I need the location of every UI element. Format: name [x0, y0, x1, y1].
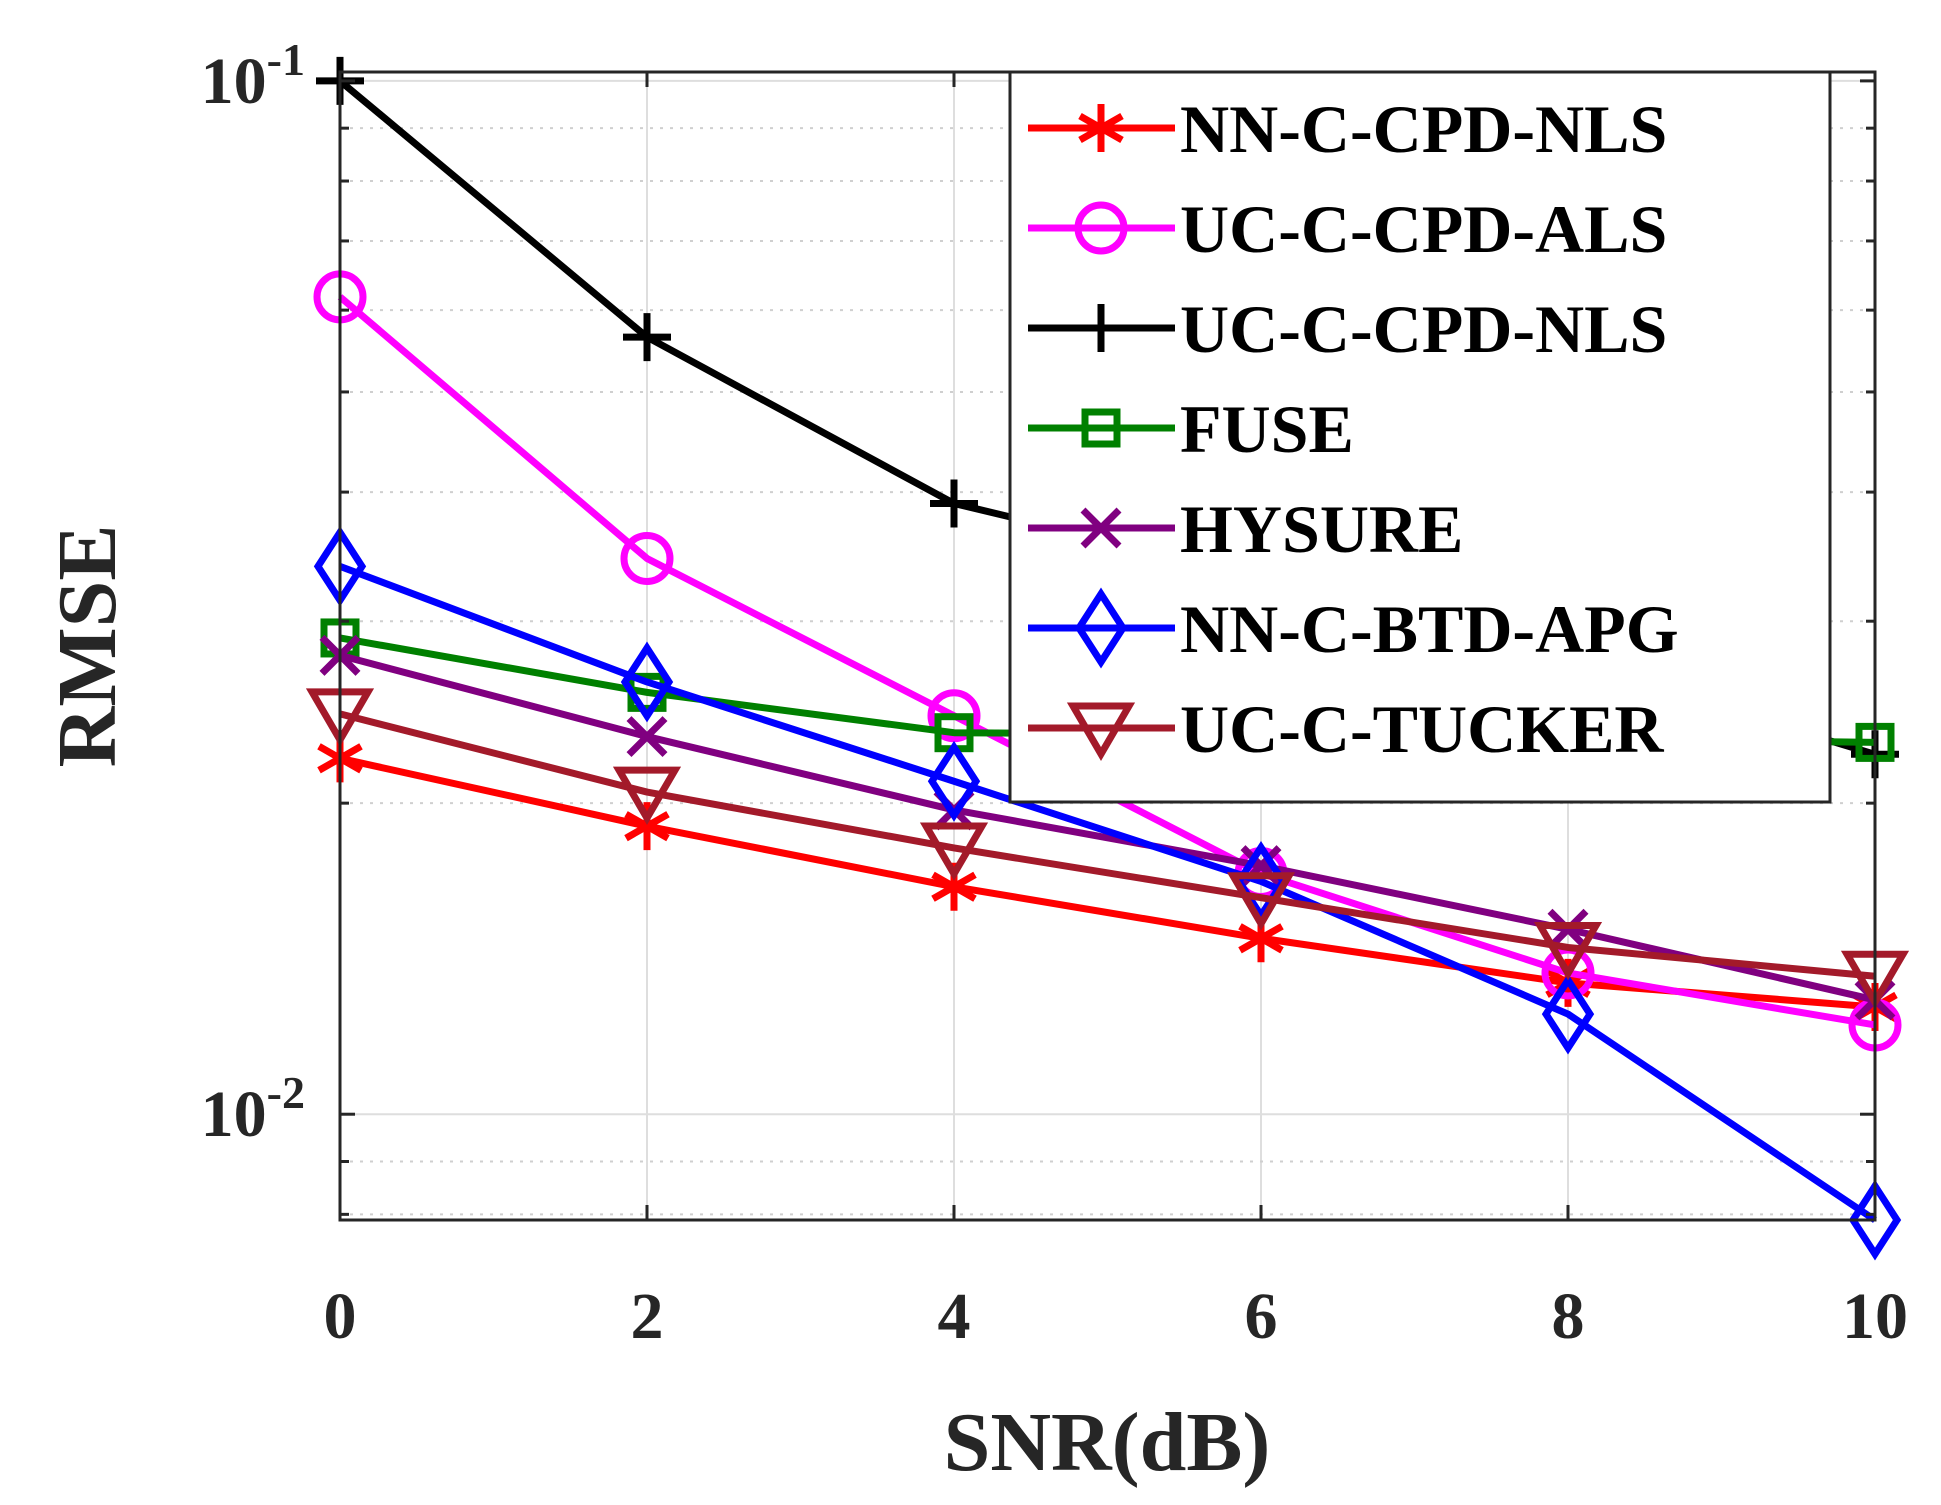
legend: NN-C-CPD-NLS UC-C-CPD-ALS UC-C-CPD-NLS FUSE…: [1008, 70, 1832, 804]
data-point-marker: [919, 822, 989, 881]
data-point-marker: [927, 740, 981, 822]
legend-item: UC-C-TUCKER: [1028, 691, 1664, 767]
x-tick-label: 4: [938, 1280, 971, 1353]
data-point-marker: [1848, 1179, 1902, 1261]
legend-label: FUSE: [1180, 391, 1354, 467]
x-tick-label: 0: [324, 1280, 357, 1353]
legend-box: [1008, 70, 1832, 804]
y-tick-label: 10-2: [201, 1067, 305, 1151]
legend-item: FUSE: [1028, 391, 1354, 467]
legend-item: NN-C-CPD-NLS: [1028, 91, 1667, 167]
legend-item: HYSURE: [1028, 491, 1463, 567]
legend-marker: [1080, 507, 1122, 549]
legend-label: UC-C-TUCKER: [1180, 691, 1664, 767]
data-point-marker: [620, 641, 674, 723]
legend-marker: [1077, 304, 1125, 352]
series-nn-c-btd-apg: [313, 525, 1902, 1261]
data-point-marker: [1533, 921, 1603, 981]
data-point-marker: [623, 313, 671, 362]
legend-item: UC-C-CPD-NLS: [1028, 291, 1667, 367]
legend-label: UC-C-CPD-ALS: [1180, 191, 1667, 267]
data-point-marker: [1541, 973, 1595, 1055]
x-tick-label: 8: [1552, 1280, 1585, 1353]
legend-marker: [1081, 408, 1121, 448]
legend-marker: [1078, 104, 1124, 152]
data-point-marker: [1547, 908, 1589, 950]
legend-marker: [1066, 702, 1136, 761]
legend-label: NN-C-BTD-APG: [1180, 591, 1679, 667]
data-point-marker: [1226, 872, 1296, 931]
y-axis-title: RMSE: [41, 525, 134, 768]
series-line: [339, 651, 1876, 1004]
legend-label: HYSURE: [1180, 491, 1463, 567]
legend-label: UC-C-CPD-NLS: [1180, 291, 1667, 367]
legend-item: NN-C-BTD-APG: [1028, 587, 1679, 669]
legend-marker: [1074, 201, 1128, 255]
legend-marker: [1074, 587, 1128, 669]
x-axis-title: SNR(dB): [944, 1396, 1271, 1489]
axes: 0 2 4 6 8 10 10-1 10-2: [201, 34, 1908, 1353]
series-uc-c-tucker: [305, 688, 1910, 1010]
data-point-marker: [612, 766, 682, 826]
x-tick-label: 6: [1245, 1280, 1278, 1353]
data-point-marker: [930, 479, 978, 528]
series-line: [339, 754, 1876, 1011]
data-point-marker: [624, 802, 670, 851]
data-point-marker: [626, 716, 668, 758]
data-point-marker: [620, 531, 674, 585]
series-line: [338, 563, 1877, 1223]
legend-label: NN-C-CPD-NLS: [1180, 91, 1667, 167]
x-tick-label: 2: [631, 1280, 664, 1353]
data-point-marker: [927, 689, 981, 743]
legend-item: UC-C-CPD-ALS: [1028, 191, 1667, 267]
x-tick-label: 10: [1842, 1280, 1908, 1353]
data-point-marker: [1234, 840, 1288, 922]
y-tick-label: 10-1: [201, 34, 305, 118]
series-line: [339, 710, 1876, 980]
